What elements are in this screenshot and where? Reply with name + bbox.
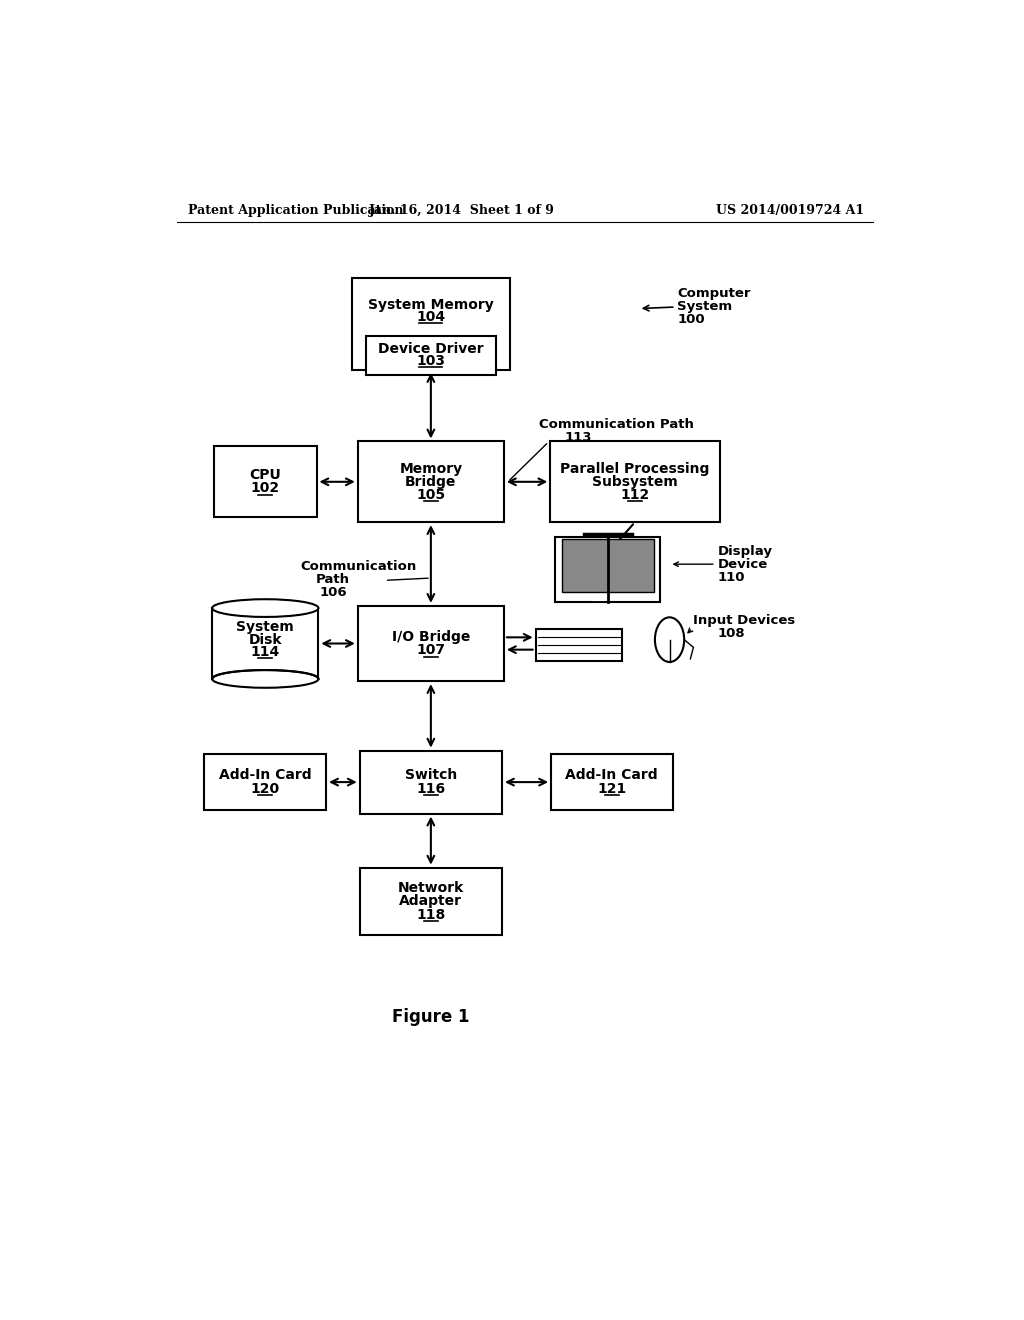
- Text: Switch: Switch: [404, 768, 457, 783]
- Bar: [359, 867, 502, 936]
- Text: System: System: [677, 300, 732, 313]
- Text: CPU: CPU: [250, 469, 282, 482]
- Text: System Memory: System Memory: [368, 298, 494, 312]
- Text: Network: Network: [397, 882, 464, 895]
- Text: Display: Display: [717, 545, 772, 557]
- Bar: [551, 755, 673, 810]
- Ellipse shape: [212, 599, 318, 616]
- Text: System: System: [237, 620, 294, 635]
- Text: 103: 103: [417, 354, 445, 368]
- Bar: [367, 337, 496, 375]
- Bar: [357, 441, 504, 523]
- Text: 113: 113: [565, 430, 592, 444]
- Text: 104: 104: [417, 310, 445, 323]
- Text: 116: 116: [417, 781, 445, 796]
- Text: Subsystem: Subsystem: [592, 475, 678, 488]
- Bar: [536, 628, 622, 661]
- Text: Jan. 16, 2014  Sheet 1 of 9: Jan. 16, 2014 Sheet 1 of 9: [369, 205, 555, 218]
- Text: Device: Device: [717, 557, 768, 570]
- Text: Input Devices: Input Devices: [692, 614, 795, 627]
- Text: 121: 121: [597, 781, 627, 796]
- Bar: [550, 441, 720, 523]
- FancyBboxPatch shape: [555, 537, 660, 602]
- Text: 108: 108: [717, 627, 744, 640]
- Bar: [357, 606, 504, 681]
- Text: Device Driver: Device Driver: [378, 342, 483, 356]
- Text: 102: 102: [251, 482, 280, 495]
- Text: Computer: Computer: [677, 286, 751, 300]
- Text: 107: 107: [417, 643, 445, 657]
- Text: Memory: Memory: [399, 462, 463, 475]
- Text: Figure 1: Figure 1: [392, 1008, 470, 1026]
- Text: 120: 120: [251, 781, 280, 796]
- Ellipse shape: [212, 671, 318, 688]
- Text: 114: 114: [251, 645, 280, 659]
- Text: Bridge: Bridge: [406, 475, 457, 488]
- Text: Disk: Disk: [249, 632, 282, 647]
- Text: 100: 100: [677, 313, 705, 326]
- Bar: [359, 751, 502, 813]
- Text: Communication: Communication: [300, 560, 416, 573]
- Bar: [214, 446, 316, 517]
- Text: Patent Application Publication: Patent Application Publication: [188, 205, 403, 218]
- Text: US 2014/0019724 A1: US 2014/0019724 A1: [716, 205, 864, 218]
- Text: 105: 105: [417, 488, 445, 502]
- Text: I/O Bridge: I/O Bridge: [391, 630, 470, 644]
- Text: Add-In Card: Add-In Card: [565, 768, 658, 783]
- Text: Communication Path: Communication Path: [539, 417, 693, 430]
- Text: Adapter: Adapter: [399, 895, 463, 908]
- Bar: [352, 277, 510, 370]
- Ellipse shape: [655, 618, 684, 663]
- Bar: [205, 755, 326, 810]
- Text: Add-In Card: Add-In Card: [219, 768, 311, 783]
- Text: 112: 112: [621, 488, 649, 502]
- Text: 106: 106: [319, 586, 347, 599]
- Text: Path: Path: [315, 573, 349, 586]
- Bar: [562, 539, 654, 593]
- Text: 118: 118: [416, 908, 445, 921]
- Bar: [212, 609, 318, 678]
- Text: Parallel Processing: Parallel Processing: [560, 462, 710, 475]
- Text: 110: 110: [717, 570, 744, 583]
